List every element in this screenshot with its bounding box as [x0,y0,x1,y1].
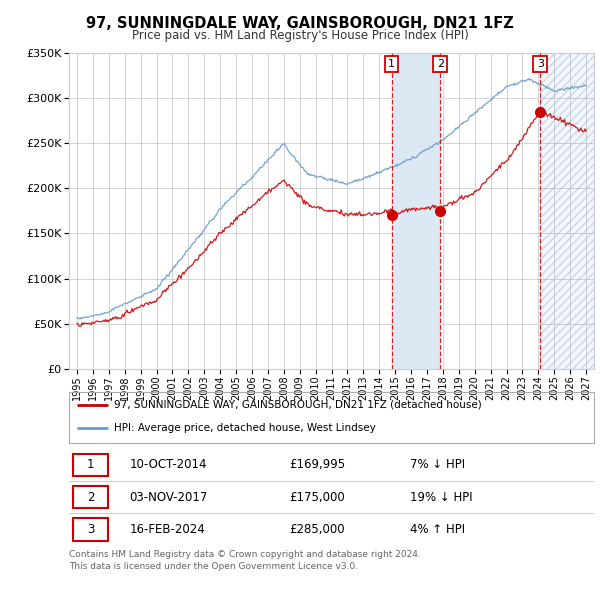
Text: 1: 1 [388,59,395,69]
Text: 3: 3 [87,523,94,536]
Text: 4% ↑ HPI: 4% ↑ HPI [410,523,466,536]
Text: 2: 2 [437,59,444,69]
Text: 97, SUNNINGDALE WAY, GAINSBOROUGH, DN21 1FZ (detached house): 97, SUNNINGDALE WAY, GAINSBOROUGH, DN21 … [113,400,481,410]
Text: 7% ↓ HPI: 7% ↓ HPI [410,458,466,471]
Bar [540,53,594,369]
Bar [540,53,594,369]
Text: Contains HM Land Registry data © Crown copyright and database right 2024.
This d: Contains HM Land Registry data © Crown c… [69,550,421,571]
Text: 19% ↓ HPI: 19% ↓ HPI [410,490,473,504]
Text: £285,000: £285,000 [290,523,345,536]
Text: 3: 3 [537,59,544,69]
Text: £175,000: £175,000 [290,490,345,504]
Text: £169,995: £169,995 [290,458,346,471]
Text: 10-OCT-2014: 10-OCT-2014 [130,458,207,471]
Bar [540,53,594,369]
Bar [392,53,440,369]
Text: 16-FEB-2024: 16-FEB-2024 [130,523,205,536]
Text: 2: 2 [87,490,94,504]
FancyBboxPatch shape [73,486,109,508]
Text: 03-NOV-2017: 03-NOV-2017 [130,490,208,504]
FancyBboxPatch shape [73,454,109,476]
FancyBboxPatch shape [73,519,109,540]
Text: 1: 1 [87,458,94,471]
Text: HPI: Average price, detached house, West Lindsey: HPI: Average price, detached house, West… [113,424,376,434]
Text: Price paid vs. HM Land Registry's House Price Index (HPI): Price paid vs. HM Land Registry's House … [131,29,469,42]
Text: 97, SUNNINGDALE WAY, GAINSBOROUGH, DN21 1FZ: 97, SUNNINGDALE WAY, GAINSBOROUGH, DN21 … [86,16,514,31]
